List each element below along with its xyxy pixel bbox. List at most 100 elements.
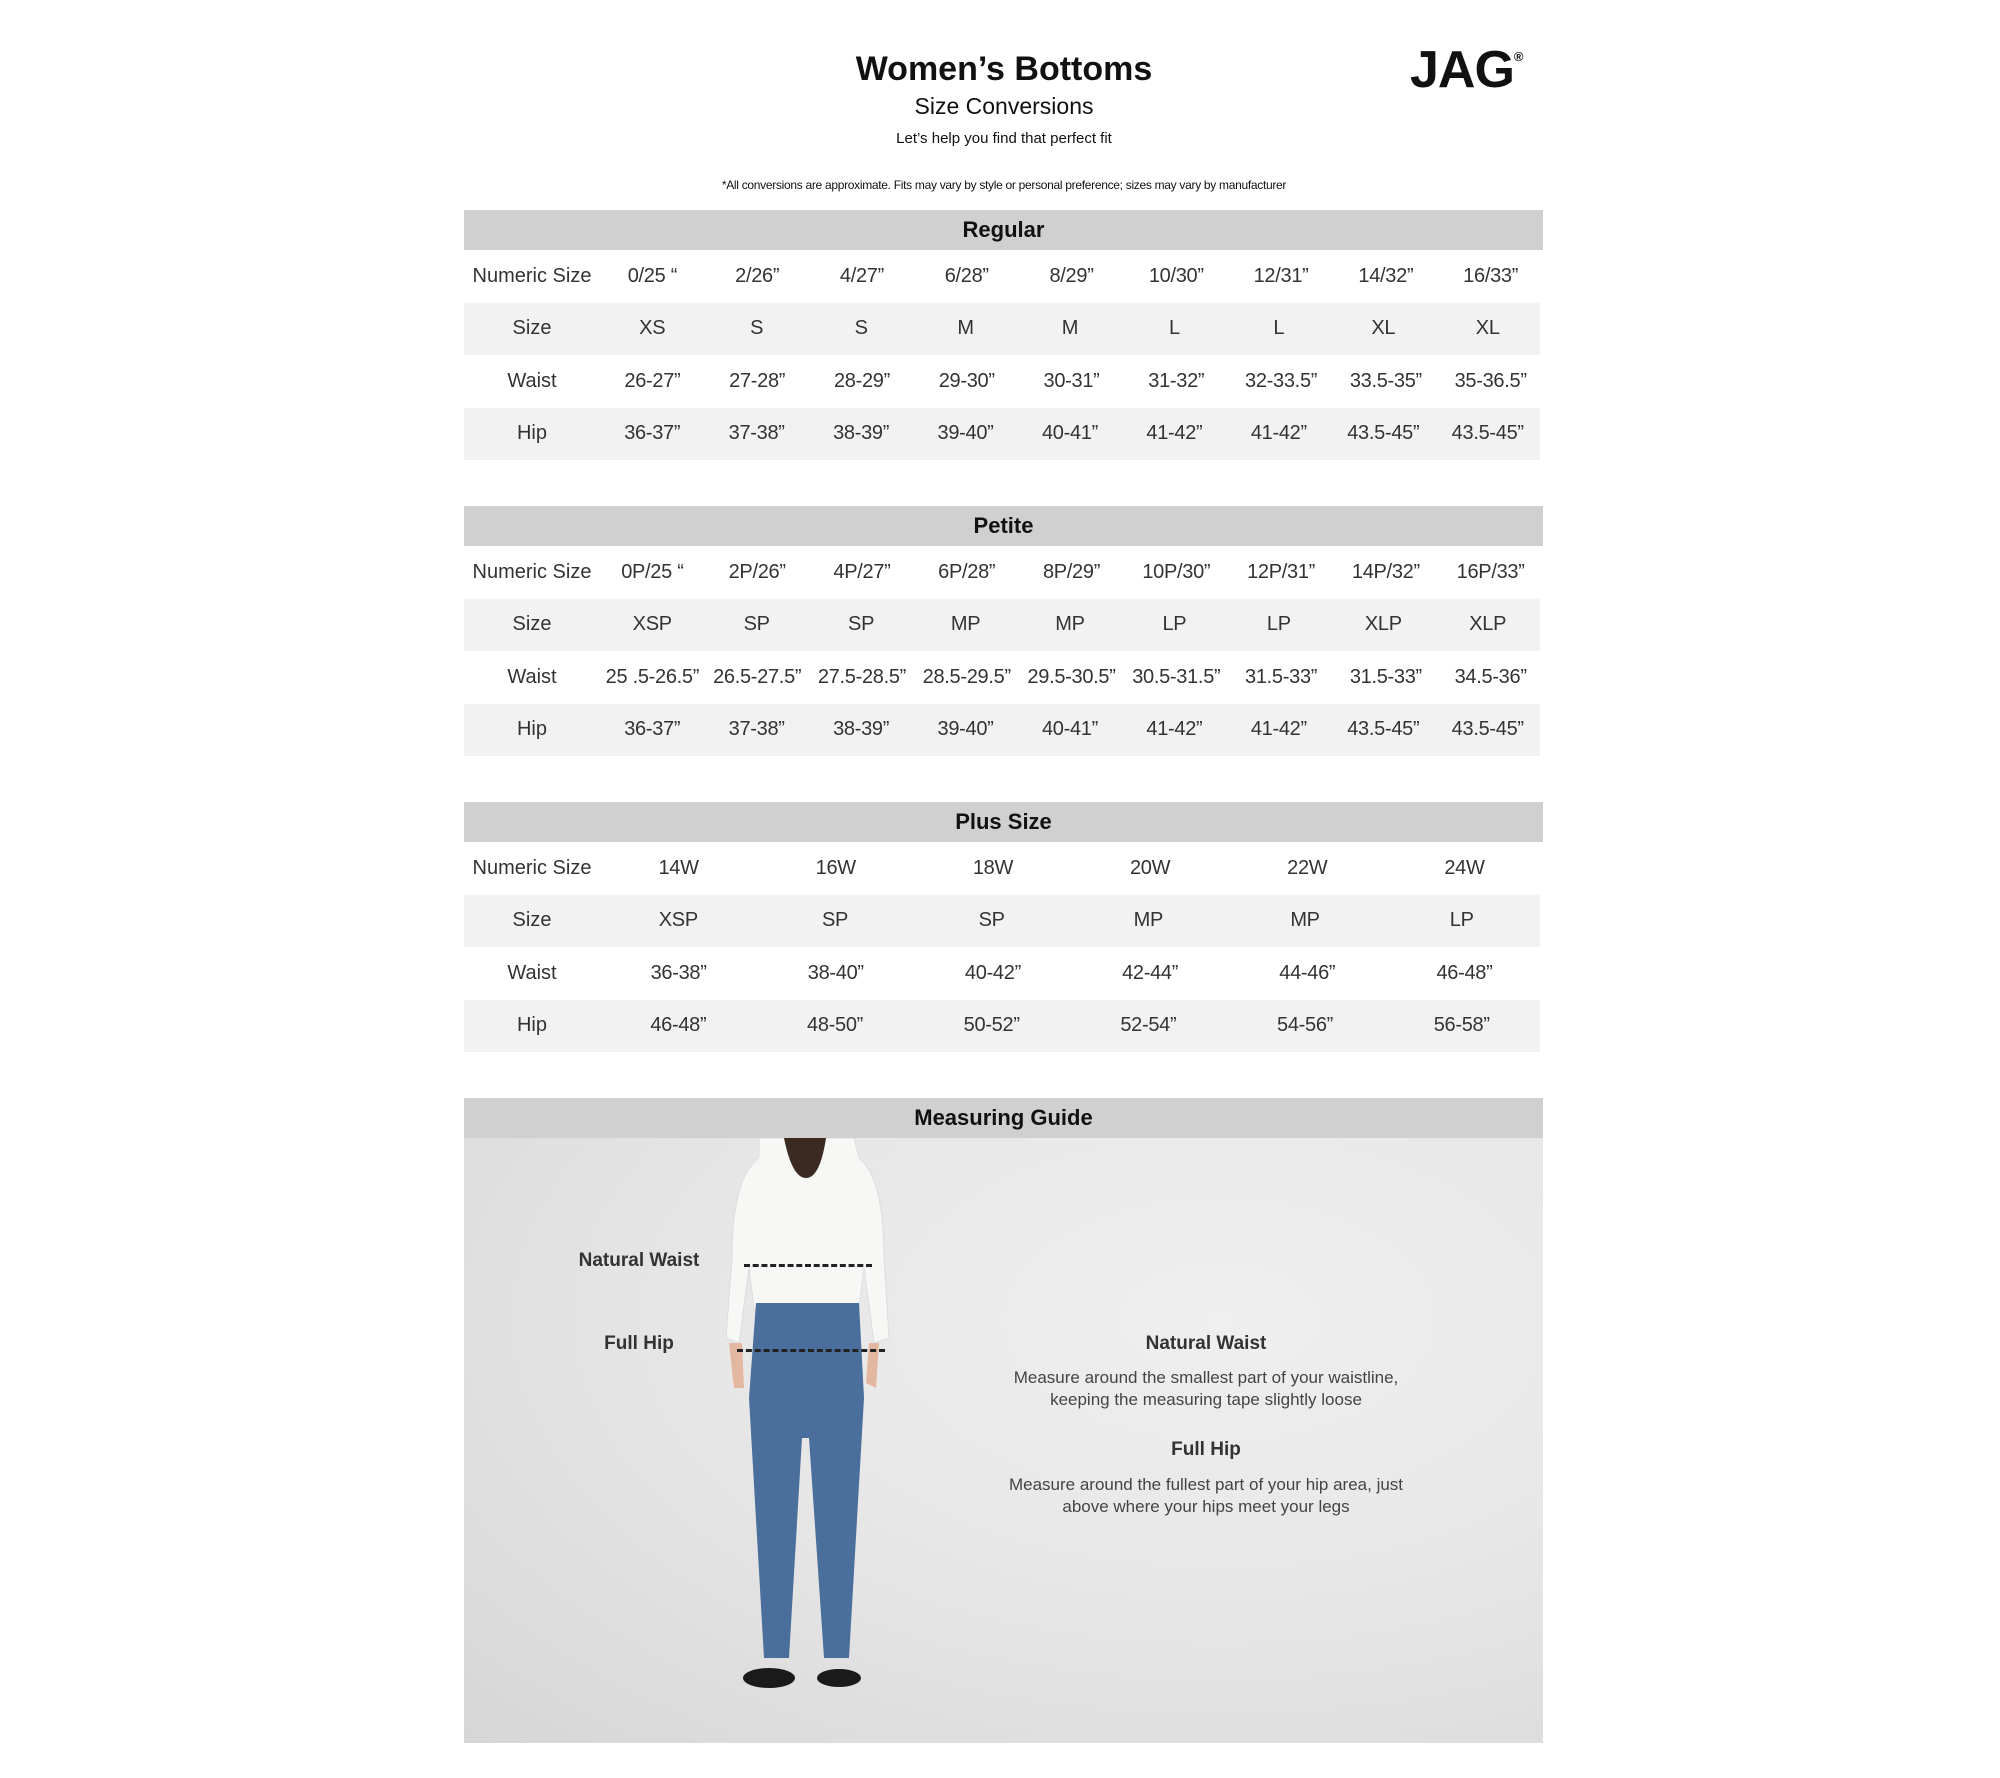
table-cell: 40-41” (1041, 718, 1098, 741)
row-label: Size (512, 909, 552, 932)
table-cell: 10/30” (1148, 264, 1204, 287)
table-cell: 38-39” (833, 718, 890, 741)
table-cell: L (1273, 317, 1285, 340)
table-title: Regular (464, 210, 1543, 250)
table-cell: XSP (632, 613, 672, 636)
plus-size-table: Plus Size Numeric Size 14W 16W 18W 20W 22W 24W S… (464, 802, 1543, 1052)
table-cell: 43.5-45” (1347, 422, 1420, 445)
hip-heading: Full Hip (1171, 1439, 1241, 1460)
table-cell: 43.5-45” (1451, 718, 1524, 741)
table-row: Hip 36-37” 37-38” 38-39” 39-40” 40-41” 41-42” 4… (464, 407, 1540, 460)
table-cell: XLP (1364, 613, 1402, 636)
logo-text: JAG (1410, 41, 1515, 99)
table-cell: 2P/26” (728, 560, 786, 583)
table-cell: SP (848, 613, 875, 636)
page-subtitle: Size Conversions (914, 93, 1094, 119)
table-cell: 37-38” (728, 422, 785, 445)
table-cell: 41-42” (1146, 718, 1203, 741)
table-cell: 31-32” (1148, 369, 1205, 392)
table-cell: 30.5-31.5” (1132, 665, 1221, 688)
waist-heading: Natural Waist (1145, 1333, 1267, 1354)
table-cell: 27.5-28.5” (817, 665, 907, 688)
row-label: Size (512, 317, 552, 340)
waist-desc-line-2: keeping the measuring tape slightly loos… (1050, 1390, 1362, 1409)
table-cell: XS (639, 317, 666, 340)
table-cell: 39-40” (937, 422, 994, 445)
row-label: Numeric Size (472, 560, 592, 583)
table-cell: 36-37” (624, 718, 681, 741)
table-cell: 25 .5-26.5” (605, 665, 700, 688)
table-cell: 30-31” (1043, 369, 1100, 392)
table-cell: 4P/27” (833, 560, 891, 583)
table-cell: 28-29” (833, 369, 890, 392)
regular-table: Regular Numeric Size 0/25 “ 2/26” 4/27” 6/28”… (464, 210, 1543, 460)
table-cell: 28.5-29.5” (922, 665, 1011, 688)
table-cell: 41-42” (1250, 718, 1307, 741)
table-cell: 0P/25 “ (621, 560, 684, 583)
table-cell: S (750, 317, 764, 340)
table-cell: 40-42” (964, 961, 1021, 984)
table-cell: S (854, 317, 868, 340)
photo-label-hip: Full Hip (604, 1333, 674, 1354)
table-cell: XLP (1469, 613, 1507, 636)
table-cell: 10P/30” (1142, 560, 1211, 583)
photo-label-waist: Natural Waist (578, 1250, 700, 1271)
waist-desc-line-1: Measure around the smallest part of your… (1013, 1368, 1399, 1387)
table-title: Plus Size (464, 802, 1543, 842)
table-cell: 14/32” (1358, 264, 1414, 287)
row-label: Numeric Size (472, 856, 592, 879)
table-cell: 43.5-45” (1451, 422, 1524, 445)
table-cell: 46-48” (1436, 961, 1493, 984)
table-cell: MP (950, 613, 981, 636)
table-row: Numeric Size 0P/25 “ 2P/26” 4P/27” 6P/28” 8P/… (464, 546, 1543, 599)
hip-dashed-line (737, 1349, 885, 1352)
table-cell: 54-56” (1277, 1014, 1334, 1037)
table-cell: 14W (658, 856, 699, 879)
measuring-guide-title: Measuring Guide (464, 1098, 1543, 1138)
table-cell: M (1061, 317, 1079, 340)
table-cell: 22W (1287, 856, 1328, 879)
page-title: Women’s Bottoms (855, 50, 1153, 88)
row-label: Hip (516, 718, 547, 741)
table-cell: 32-33.5” (1245, 369, 1318, 392)
table-cell: SP (821, 909, 849, 932)
table-cell: 48-50” (807, 1014, 864, 1037)
table-cell: 2/26” (735, 264, 780, 287)
hip-desc-line-1: Measure around the fullest part of your … (1008, 1475, 1404, 1494)
table-row: Numeric Size 14W 16W 18W 20W 22W 24W (464, 842, 1543, 895)
table-cell: MP (1133, 909, 1164, 932)
table-cell: 50-52” (963, 1014, 1020, 1037)
table-cell: 16W (815, 856, 857, 879)
table-cell: 4/27” (839, 264, 884, 287)
table-cell: L (1168, 317, 1180, 340)
jag-logo: JAG® (1410, 40, 1523, 100)
table-cell: 33.5-35” (1349, 369, 1422, 392)
disclaimer: *All conversions are approximate. Fits m… (721, 178, 1287, 192)
table-cell: 20W (1129, 856, 1171, 879)
row-label: Waist (507, 665, 557, 688)
table-cell: LP (1449, 909, 1474, 932)
table-cell: 24W (1444, 856, 1485, 879)
model-photo (725, 1138, 890, 1688)
table-cell: 44-46” (1279, 961, 1336, 984)
table-row: Hip 36-37” 37-38” 38-39” 39-40” 40-41” 41-42” 4… (464, 703, 1540, 756)
table-cell: 40-41” (1041, 422, 1098, 445)
table-row: Waist 26-27” 27-28” 28-29” 29-30” 30-31” 31-32… (464, 355, 1543, 408)
table-cell: 0/25 “ (627, 264, 678, 287)
table-row: Hip 46-48” 48-50” 50-52” 52-54” 54-56” 56-58” (464, 999, 1540, 1052)
table-cell: 6/28” (944, 264, 989, 287)
table-cell: 27-28” (729, 369, 786, 392)
petite-table: Petite Numeric Size 0P/25 “ 2P/26” 4P/27” 6P/… (464, 506, 1543, 756)
table-cell: LP (1266, 613, 1291, 636)
table-cell: 38-40” (807, 961, 864, 984)
table-cell: 18W (972, 856, 1014, 879)
table-title: Petite (464, 506, 1543, 546)
table-cell: SP (743, 613, 770, 636)
table-cell: XL (1371, 317, 1396, 340)
table-cell: M (957, 317, 974, 340)
table-cell: 6P/28” (938, 560, 996, 583)
table-cell: 36-38” (650, 961, 707, 984)
guide-background (464, 1138, 1543, 1743)
table-cell: LP (1162, 613, 1187, 636)
table-cell: 37-38” (728, 718, 785, 741)
